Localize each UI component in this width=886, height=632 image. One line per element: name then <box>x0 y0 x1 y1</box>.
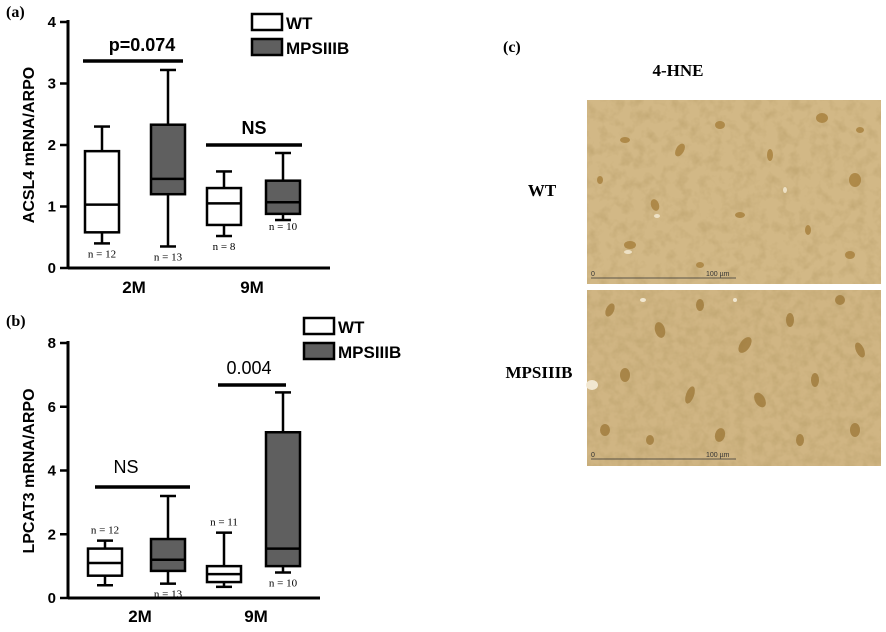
sample-size-label: n = 11 <box>210 517 238 529</box>
panel-c-title: 4-HNE <box>653 61 704 80</box>
box-wt-2m: n = 12 <box>86 525 124 587</box>
box-iqr <box>264 431 302 568</box>
scale-bar-end-wt: 100 µm <box>706 271 730 278</box>
micrograph-row-label-wt: WT <box>528 181 557 200</box>
x-category-label: 2M <box>128 607 152 626</box>
y-tick-label: 1 <box>48 199 56 216</box>
panel-a-annotation-2m: p=0.074 <box>109 35 176 55</box>
sample-size-label: n = 13 <box>154 589 183 601</box>
panel-b-label: (b) <box>6 313 26 330</box>
y-tick-label: 2 <box>48 137 56 154</box>
box-iqr <box>149 537 187 573</box>
y-tick-label: 0 <box>48 260 56 277</box>
sample-size-label: n = 8 <box>213 241 236 253</box>
box-iqr <box>149 123 187 196</box>
y-tick-label: 4 <box>48 14 57 31</box>
panel-a-axes: 0 1 2 3 4 2M 9M <box>48 14 330 297</box>
panel-b-annotation-2m: NS <box>113 457 138 477</box>
sample-size-label: n = 13 <box>154 251 183 263</box>
box-wt-9m: n = 11 <box>205 517 243 589</box>
micrograph-mps: 0 100 µm <box>586 290 881 466</box>
box-mpsiiib-2m: n = 13 <box>149 68 187 263</box>
panel-a-legend: WT MPSIIIB <box>250 12 349 58</box>
micrograph-row-label-mps: MPSIIIB <box>505 363 572 382</box>
box-iqr <box>83 149 121 234</box>
panel-b-axes: 0 2 4 6 8 2M 9M <box>48 335 320 626</box>
legend-wt-label: WT <box>286 14 313 33</box>
y-tick-label: 6 <box>48 399 56 416</box>
panel-b-legend: WT MPSIIIB <box>302 316 401 362</box>
panel-b-ylabel: LPCAT3 mRNA/ARPO <box>21 388 38 553</box>
sample-size-label: n = 12 <box>88 248 116 260</box>
y-tick-label: 3 <box>48 76 56 93</box>
panel-a-ylabel: ACSL4 mRNA/ARPO <box>21 67 38 223</box>
legend-mps-swatch <box>302 341 336 361</box>
legend-wt-label: WT <box>338 318 365 337</box>
y-tick-label: 0 <box>48 590 56 607</box>
scale-bar-start-mps: 0 <box>591 452 595 459</box>
y-tick-label: 8 <box>48 335 56 352</box>
sample-size-label: n = 10 <box>269 221 298 233</box>
box-mpsiiib-2m: n = 13 <box>149 494 187 601</box>
panel-a-label: (a) <box>6 4 25 21</box>
x-category-label: 2M <box>122 278 146 297</box>
box-iqr <box>264 179 302 216</box>
x-category-label: 9M <box>240 278 264 297</box>
panel-c-label: (c) <box>503 39 521 56</box>
y-tick-label: 4 <box>48 463 57 480</box>
box-wt-2m: n = 12 <box>83 125 121 260</box>
box-mpsiiib-9m: n = 10 <box>264 151 302 233</box>
legend-mps-label: MPSIIIB <box>286 39 349 58</box>
scale-bar-end-mps: 100 µm <box>706 452 730 459</box>
panel-a-annotation-9m: NS <box>241 118 266 138</box>
panel-b-annotation-9m: 0.004 <box>226 358 271 378</box>
box-wt-9m: n = 8 <box>205 170 243 253</box>
box-mpsiiib-9m: n = 10 <box>264 391 302 590</box>
panel-b-boxes: n = 12 n = 11 n = 13 n = 10 <box>86 391 302 601</box>
box-iqr <box>205 186 243 227</box>
sample-size-label: n = 10 <box>269 578 298 590</box>
legend-wt-swatch <box>302 316 336 336</box>
y-tick-label: 2 <box>48 526 56 543</box>
scale-bar-start-wt: 0 <box>591 271 595 278</box>
legend-mps-label: MPSIIIB <box>338 343 401 362</box>
x-category-label: 9M <box>244 607 268 626</box>
sample-size-label: n = 12 <box>91 525 119 537</box>
legend-wt-swatch <box>250 12 284 32</box>
legend-mps-swatch <box>250 37 284 57</box>
micrograph-wt: 0 100 µm <box>587 100 881 284</box>
panel-a-boxes: n = 12 n = 8 n = 13 n = 10 <box>83 68 302 263</box>
